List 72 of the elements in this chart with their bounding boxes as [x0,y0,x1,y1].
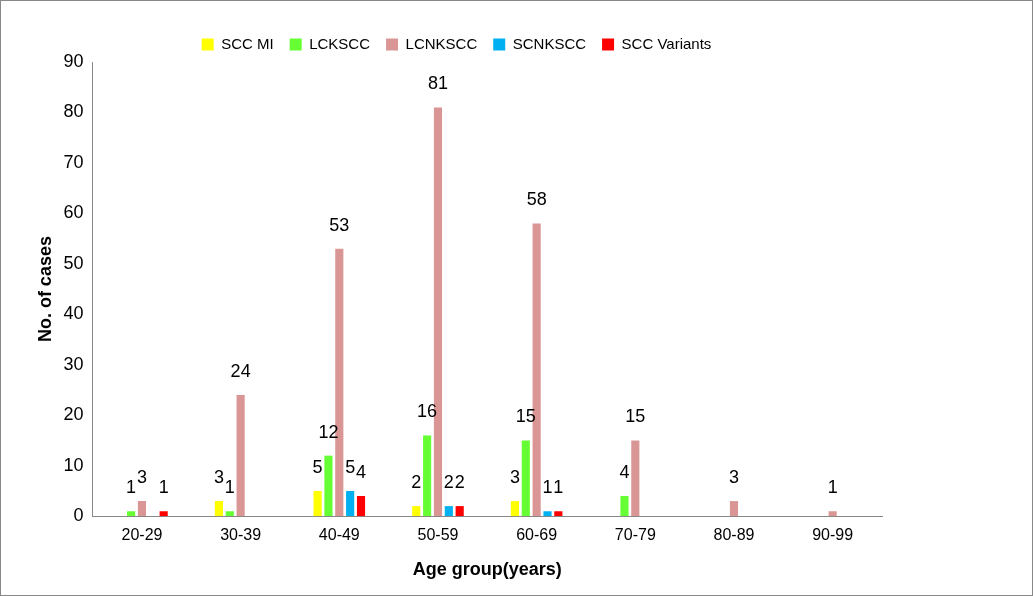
y-tick-label: 40 [63,303,84,324]
bar [423,435,432,517]
legend-label: LCKSCC [309,34,371,52]
x-tick-label: 70-79 [614,526,656,544]
bar [620,496,629,517]
data-label: 3 [509,467,520,488]
bar [521,440,530,517]
data-label: 3 [213,467,224,488]
data-label: 12 [318,421,339,442]
data-label: 15 [515,406,536,427]
y-tick-label: 90 [63,50,84,71]
x-tick-label: 40-49 [318,526,360,544]
data-label: 5 [345,456,356,477]
x-tick-label: 60-69 [516,526,558,544]
y-tick-label: 80 [63,101,84,122]
data-label: 1 [158,477,169,498]
x-tick-label: 80-89 [713,526,755,544]
y-tick-label: 60 [63,202,84,223]
bar [631,440,640,517]
bar [214,501,223,517]
data-label: 2 [454,472,465,493]
bar [455,506,464,517]
y-tick-label: 30 [63,353,84,374]
data-label: 1 [553,477,564,498]
bar [137,501,147,517]
legend-label: SCNKSCC [512,34,587,52]
data-label: 58 [526,189,547,210]
bar [225,511,234,517]
y-tick-label: 70 [63,151,84,172]
y-tick-label: 0 [73,505,84,526]
legend-label: SCC MI [221,34,274,52]
y-tick-label: 10 [63,454,84,475]
data-label: 24 [230,361,251,382]
bar [412,506,421,517]
data-label: 4 [619,461,630,482]
x-axis-title: Age group(years) [412,559,562,580]
x-tick-label: 50-59 [417,526,459,544]
y-tick-label: 20 [63,404,84,425]
bar [543,511,552,517]
bar [510,501,520,517]
legend-label: SCC Variants [621,34,712,52]
bar [236,395,245,517]
data-label: 2 [443,472,454,493]
x-tick-label: 30-39 [220,526,262,544]
data-label: 1 [827,477,838,498]
data-label: 5 [312,456,323,477]
y-tick-label: 50 [63,252,84,273]
data-label: 15 [625,406,646,427]
data-label: 3 [136,467,147,488]
data-label: 16 [417,401,438,422]
data-label: 1 [224,477,235,498]
bar [324,455,333,517]
legend-label: LCNKSCC [405,34,478,52]
bar [554,511,563,517]
data-label: 1 [126,477,137,498]
bar [127,511,136,517]
data-label: 53 [329,214,350,235]
data-label: 81 [427,73,448,94]
bar [346,490,355,517]
bar [159,511,168,517]
x-tick-label: 20-29 [121,526,163,544]
y-axis-title: No. of cases [34,236,55,343]
data-label: 3 [728,467,739,488]
bar [444,506,453,517]
x-tick-label: 90-99 [812,526,854,544]
bar [313,490,322,517]
data-label: 1 [542,477,553,498]
data-label: 4 [356,461,367,482]
data-label: 2 [411,472,422,493]
bar [729,501,739,517]
bar [828,511,837,517]
bar [356,496,366,517]
